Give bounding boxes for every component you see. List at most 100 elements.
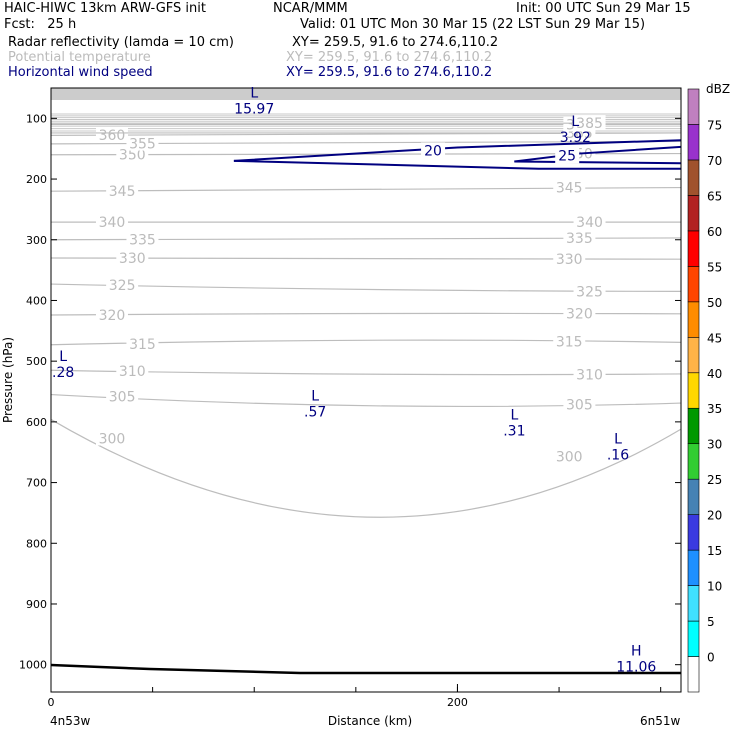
colorbar-swatch — [687, 88, 700, 125]
extremum-value: .28 — [52, 365, 74, 381]
extremum-symbol: L — [311, 389, 319, 405]
reflectivity-colorbar: 0 5 10 15 20 25 30 35 40 45 50 55 60 65 70 75 dBZ — [687, 82, 730, 693]
axes: 100 200 300 400 500 600 700 800 900 1000 0 200 — [19, 112, 681, 709]
theta-label-bg — [95, 127, 128, 143]
colorbar-swatch — [687, 620, 700, 657]
colorbar-label: 55 — [707, 260, 722, 274]
theta-label-left: 300 — [99, 432, 126, 448]
field-1-xy: XY= 259.5, 91.6 to 274.6,110.2 — [292, 35, 499, 50]
theta-label-right: 310 — [576, 367, 603, 383]
theta-label-right: 320 — [566, 307, 593, 323]
theta-label-right: 335 — [566, 231, 593, 247]
init-time: Init: 00 UTC Sun 29 Mar 15 — [516, 1, 691, 16]
y-tick-label: 600 — [26, 416, 47, 429]
wind-contour-25-lower — [514, 160, 682, 165]
theta-label-right: 330 — [556, 252, 583, 268]
model-title: HAIC-HIWC 13km ARW-GFS init — [4, 1, 206, 16]
theta-label-bg — [553, 448, 586, 464]
theta-label-bg — [116, 362, 149, 378]
theta-label-bg — [553, 251, 586, 267]
extremum-value: .57 — [304, 405, 326, 421]
extremum-value: 15.97 — [234, 102, 274, 118]
wind-contour-20-lower — [233, 159, 681, 170]
y-tick-label: 500 — [26, 355, 47, 368]
colorbar-swatch — [687, 478, 700, 515]
extremum-value: 3.92 — [560, 130, 591, 146]
wind-label-bg — [555, 147, 580, 164]
x-left-endpoint: 4n53w — [50, 714, 91, 728]
colorbar-unit: dBZ — [706, 82, 730, 96]
colorbar-swatch — [687, 195, 700, 232]
field-1-name: Radar reflectivity (lamda = 10 cm) — [8, 35, 234, 50]
theta-contour — [50, 418, 682, 518]
theta-label-right: 300 — [556, 449, 583, 465]
model-top-band — [51, 88, 681, 100]
x-tick-label: 200 — [447, 696, 468, 709]
colorbar-label: 15 — [707, 544, 722, 558]
field-3-xy: XY= 259.5, 91.6 to 274.6,110.2 — [286, 65, 493, 80]
colorbar-swatch — [687, 336, 700, 374]
y-tick-label: 100 — [26, 112, 47, 125]
plot-frame — [50, 87, 682, 693]
y-tick-label: 800 — [26, 537, 47, 550]
terrain-line — [50, 663, 681, 675]
colorbar-label: 75 — [707, 118, 722, 132]
theta-label-left: 315 — [129, 337, 156, 353]
colorbar-swatch — [687, 230, 700, 267]
wind-contour-25-upper — [514, 145, 682, 163]
colorbar-label: 65 — [707, 189, 722, 203]
y-tick-label: 400 — [26, 294, 47, 307]
theta-label-bg — [106, 388, 139, 404]
extremum-symbol: L — [571, 114, 579, 130]
theta-label-right: 315 — [556, 335, 583, 351]
theta-label-bg — [573, 283, 606, 299]
theta-label-left: 330 — [119, 251, 146, 267]
theta-label-bg — [95, 306, 128, 322]
y-tick-label: 700 — [26, 477, 47, 490]
y-axis-title: Pressure (hPa) — [1, 337, 15, 423]
field-2-xy: XY= 259.5, 91.6 to 274.6,110.2 — [286, 50, 493, 65]
colorbar-swatch — [687, 407, 700, 445]
x-tick-label: 0 — [48, 696, 55, 709]
forecast-hour: Fcst: 25 h — [4, 17, 77, 32]
colorbar-swatch — [687, 549, 700, 586]
colorbar-label: 25 — [707, 473, 722, 487]
theta-label-bg — [95, 430, 128, 446]
extremum-symbol: H — [631, 644, 642, 660]
colorbar-label: 30 — [707, 438, 722, 452]
colorbar-swatch — [687, 124, 700, 161]
theta-label-bg — [126, 335, 159, 351]
colorbar-label: 60 — [707, 225, 722, 239]
theta-label-bg — [553, 179, 586, 195]
y-tick-label: 200 — [26, 173, 47, 186]
theta-label-right: 325 — [576, 284, 603, 300]
valid-time: Valid: 01 UTC Mon 30 Mar 15 (22 LST Sun … — [300, 17, 646, 32]
colorbar-swatch — [687, 443, 700, 480]
field-3-name: Horizontal wind speed — [8, 65, 153, 80]
theta-label-left: 305 — [109, 389, 136, 405]
extremum-value: .16 — [607, 448, 629, 464]
theta-label-bg — [563, 396, 596, 412]
theta-label-bg — [126, 231, 159, 247]
extremum-value: 11.06 — [616, 660, 656, 676]
extremum-symbol: L — [510, 407, 518, 423]
theta-label-bg — [573, 214, 606, 230]
colorbar-swatch — [687, 159, 700, 196]
colorbar-label: 10 — [707, 580, 722, 594]
wind-speed-label: 25 — [558, 148, 576, 164]
theta-label-left: 310 — [119, 364, 146, 380]
theta-label-bg — [106, 182, 139, 198]
theta-contour — [50, 186, 682, 192]
theta-label-right: 385 — [576, 116, 603, 132]
colorbar-label: 0 — [707, 651, 715, 665]
theta-label-left: 325 — [109, 278, 136, 294]
colorbar-swatch — [687, 372, 700, 409]
colorbar-swatch — [687, 301, 700, 338]
theta-label-left: 320 — [99, 308, 126, 324]
y-tick-label: 900 — [26, 598, 47, 611]
y-tick-label: 1000 — [19, 659, 47, 672]
x-right-endpoint: 6n51w — [640, 714, 681, 728]
